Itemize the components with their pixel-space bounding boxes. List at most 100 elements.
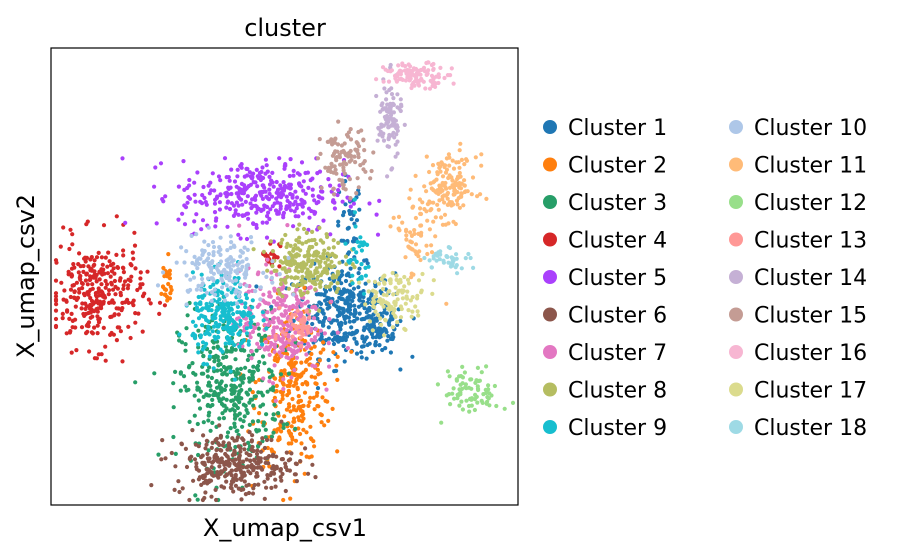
data-point <box>184 273 189 278</box>
data-point <box>292 419 297 424</box>
data-point <box>255 272 260 277</box>
data-point <box>209 302 214 307</box>
data-point <box>299 160 305 165</box>
data-point <box>121 248 126 253</box>
data-point <box>71 283 76 288</box>
data-point <box>265 389 270 394</box>
data-point <box>65 309 70 314</box>
data-point <box>228 331 233 336</box>
data-point <box>202 239 207 244</box>
data-point <box>208 383 213 388</box>
data-point <box>304 430 309 435</box>
data-point <box>230 436 235 441</box>
data-point <box>228 485 233 490</box>
data-point <box>267 379 272 384</box>
data-point <box>289 451 294 456</box>
data-point <box>300 382 305 387</box>
data-point <box>245 194 250 199</box>
data-point <box>335 354 340 359</box>
data-point <box>258 449 264 454</box>
data-point <box>132 230 137 235</box>
data-point <box>211 366 216 371</box>
data-point <box>393 154 398 159</box>
legend-label: Cluster 5 <box>568 266 667 291</box>
data-point <box>269 270 274 275</box>
data-point <box>256 367 261 373</box>
data-point <box>323 260 328 265</box>
data-point <box>85 282 90 287</box>
data-point <box>423 86 428 91</box>
data-point <box>250 305 255 310</box>
data-point <box>311 316 317 321</box>
data-point <box>254 225 259 230</box>
data-point <box>120 359 125 364</box>
data-point <box>399 102 404 107</box>
data-point <box>358 240 363 245</box>
data-point <box>373 343 378 348</box>
data-point <box>241 465 246 470</box>
data-point <box>335 142 341 147</box>
data-point <box>300 404 305 409</box>
data-point <box>370 288 376 293</box>
data-point <box>128 262 133 267</box>
data-point <box>263 333 268 338</box>
data-point <box>261 376 266 381</box>
data-point <box>341 343 346 349</box>
data-point <box>300 211 305 216</box>
data-point <box>408 230 413 235</box>
data-point <box>352 303 357 308</box>
data-point <box>278 399 283 404</box>
data-point <box>252 482 257 488</box>
data-point <box>457 374 462 379</box>
data-point <box>238 322 243 327</box>
data-point <box>187 456 192 462</box>
data-point <box>443 193 449 198</box>
legend-marker <box>543 157 557 172</box>
data-point <box>240 424 245 429</box>
data-point <box>327 364 332 369</box>
data-point <box>182 187 187 192</box>
data-point <box>445 73 450 78</box>
data-point <box>287 268 292 273</box>
data-point <box>242 414 247 419</box>
data-point <box>53 294 59 299</box>
data-point <box>352 318 357 324</box>
data-point <box>200 218 206 223</box>
data-point <box>218 435 223 440</box>
data-point <box>87 277 92 282</box>
data-point <box>138 282 143 287</box>
data-point <box>262 496 267 501</box>
data-point <box>251 171 256 176</box>
data-point <box>278 467 283 472</box>
data-point <box>242 479 247 484</box>
data-point <box>361 291 367 296</box>
data-point <box>301 427 306 432</box>
data-point <box>455 271 460 276</box>
data-point <box>377 343 382 348</box>
data-point <box>435 202 440 207</box>
data-point <box>310 187 315 192</box>
data-point <box>111 261 116 266</box>
data-point <box>267 352 272 357</box>
data-point <box>301 179 306 184</box>
data-point <box>84 255 89 260</box>
data-point <box>120 156 125 161</box>
data-point <box>183 342 188 347</box>
data-point <box>258 174 263 180</box>
series-cluster-3 <box>133 294 298 503</box>
legend-item: Cluster 14 <box>729 266 867 291</box>
data-point <box>256 332 262 337</box>
data-point <box>429 265 434 270</box>
data-point <box>198 199 203 204</box>
data-point <box>502 406 507 411</box>
data-point <box>242 245 247 250</box>
data-point <box>307 253 312 258</box>
data-point <box>279 369 284 374</box>
data-point <box>200 497 205 503</box>
data-point <box>324 284 329 290</box>
data-point <box>362 306 367 311</box>
data-point <box>317 225 322 230</box>
data-point <box>104 282 110 287</box>
data-point <box>138 276 143 281</box>
data-point <box>187 196 193 201</box>
